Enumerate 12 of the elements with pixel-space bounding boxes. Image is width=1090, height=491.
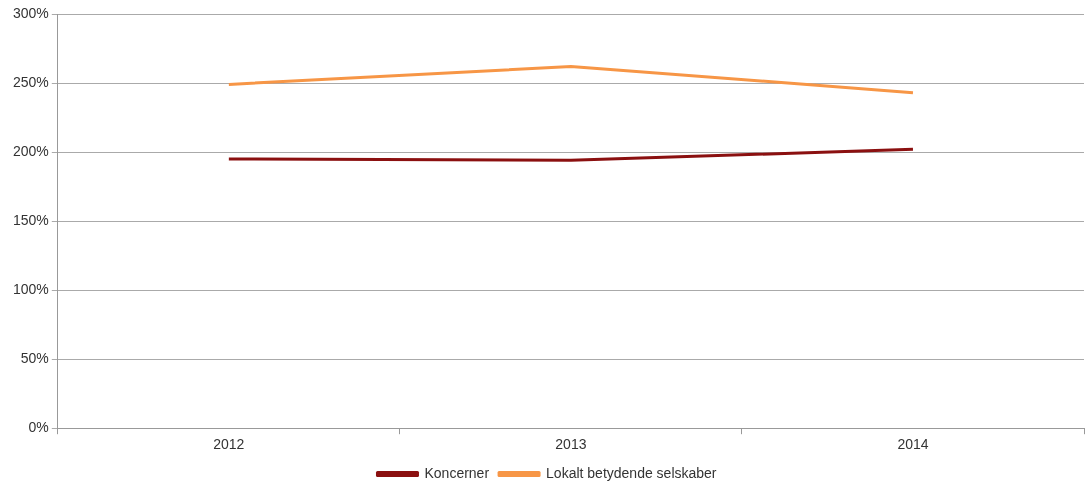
legend-label: Koncerner [424,464,490,481]
y-tick-label: 200% [12,142,49,159]
y-tick-label: 150% [12,211,49,228]
y-tick-label: 250% [12,73,49,90]
y-tick-label: 100% [12,280,49,297]
legend-label: Lokalt betydende selskaber [546,464,717,481]
x-tick-label: 2014 [897,436,929,453]
x-tick-label: 2012 [213,436,245,453]
y-tick-label: 0% [28,419,49,436]
x-tick-label: 2013 [555,436,587,453]
y-tick-label: 50% [20,350,49,367]
y-tick-label: 300% [12,4,49,21]
